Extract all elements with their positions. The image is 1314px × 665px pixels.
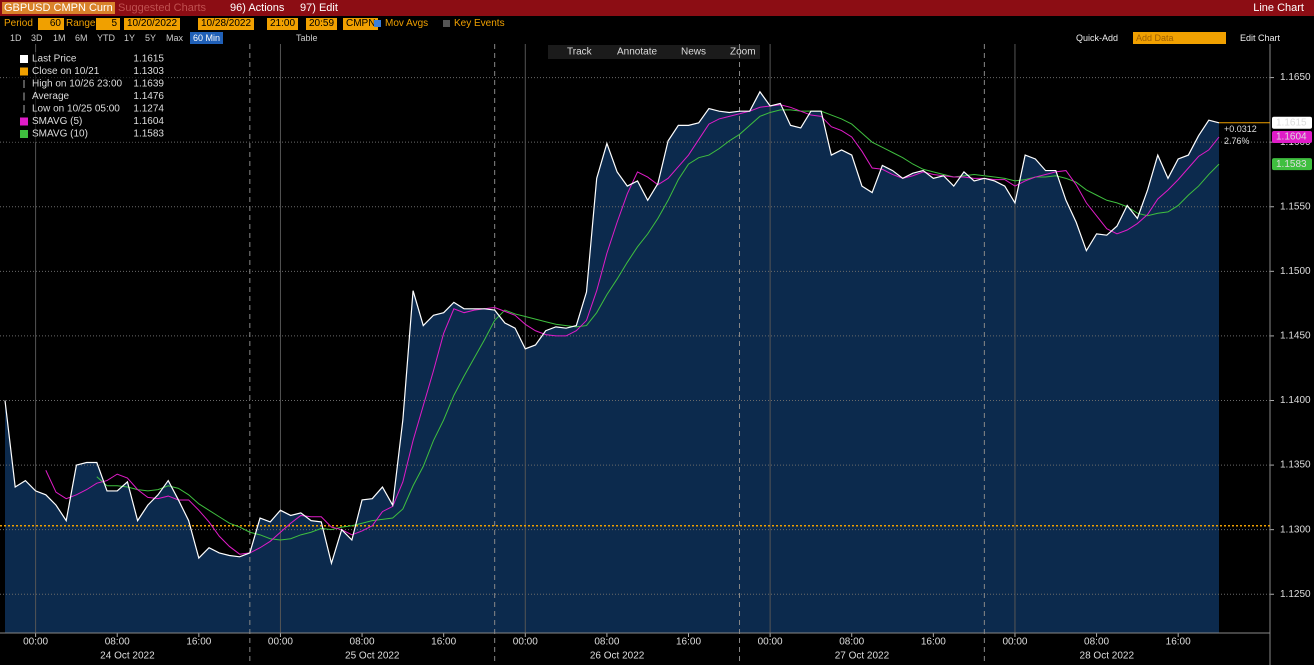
x-tick-label: 08:00 [350,637,375,648]
change-value: +0.0312 [1224,124,1257,134]
key-events[interactable]: Key Events [454,18,505,29]
interval-button[interactable]: 60 Min [190,32,224,44]
view-name: Line Chart [1253,2,1304,14]
range-button[interactable]: 1M [53,33,66,43]
legend-swatch [20,130,28,138]
legend-value: 1.1583 [133,129,164,140]
legend-value: 1.1615 [133,54,164,65]
legend-swatch [20,117,28,126]
settings-bar: Period 60 Range 5 10/20/2022 10/28/2022 … [0,16,1314,31]
add-data-field[interactable]: Add Data [1133,32,1226,44]
legend-value: 1.1274 [133,104,164,115]
y-tick-label: 1.1250 [1280,589,1311,600]
last-value-label: 1.1604 [1276,132,1307,143]
x-tick-label: 16:00 [1166,637,1191,648]
range-label: Range [66,18,96,29]
x-tick-label: 00:00 [1002,637,1027,648]
legend-bg [8,52,168,142]
y-tick-label: 1.1450 [1280,331,1311,342]
x-tick-label: 00:00 [513,637,538,648]
x-tick-label: 08:00 [839,637,864,648]
chart-toolbar [548,45,760,59]
x-tick-label: 16:00 [431,637,456,648]
range-button[interactable]: 3D [31,33,43,43]
source-field[interactable]: CMPN [343,18,379,30]
edit-chart[interactable]: Edit Chart [1240,33,1281,43]
suggested-charts[interactable]: Suggested Charts [118,2,207,14]
legend-value: 1.1476 [133,91,164,102]
last-value-box [1272,131,1312,143]
y-tick-label: 1.1350 [1280,460,1311,471]
start-time[interactable]: 21:00 [267,18,299,30]
x-tick-label: 08:00 [1084,637,1109,648]
price-area [5,91,1219,633]
chart-tool[interactable]: Track [567,47,593,58]
legend-name: Close on 10/21 [32,66,100,77]
legend-name: SMAVG (5) [32,116,82,127]
x-tick-label: 08:00 [105,637,130,648]
actions-menu[interactable]: 96) Actions [230,2,285,14]
edit-menu[interactable]: 97) Edit [300,2,338,14]
table-button[interactable]: Table [296,33,318,43]
last-value-label: 1.1615 [1276,117,1307,128]
range-button[interactable]: 5Y [145,33,157,43]
chart: Track Annotate News Zoom 1.1250 1.1300 1.1350 1… [0,44,1312,665]
y-tick-label: 1.1550 [1280,201,1311,212]
toolbar: 60 Min Table Quick-Add Add Data Edit Cha… [0,31,1314,44]
legend-name: SMAVG (10) [32,129,88,140]
legend-swatch [20,67,28,76]
title-bar: GBPUSD CMPN Curn Suggested Charts 96) Ac… [0,0,1314,16]
x-tick-label: 00:00 [268,637,293,648]
start-date[interactable]: 10/20/2022 [124,18,181,30]
quick-add[interactable]: Quick-Add [1076,33,1119,43]
legend-value: 1.1303 [133,66,164,77]
y-tick-label: 1.1500 [1280,266,1311,277]
change-pct: 2.76% [1224,136,1250,146]
period-label: Period [4,18,33,29]
date-label: 28 Oct 2022 [1080,651,1135,662]
last-value-label: 1.1583 [1276,159,1307,170]
legend-name: Average [32,91,70,102]
end-date[interactable]: 10/28/2022 [198,18,255,30]
x-tick-label: 00:00 [758,637,783,648]
range-button[interactable]: 1Y [124,33,136,43]
date-label: 24 Oct 2022 [100,651,155,662]
x-tick-label: 08:00 [594,637,619,648]
x-tick-label: 16:00 [921,637,946,648]
y-tick-label: 1.1400 [1280,395,1311,406]
legend-name: High on 10/26 23:00 [32,79,123,90]
legend-swatch [20,55,28,63]
range-button[interactable]: Max [166,33,184,43]
date-label: 26 Oct 2022 [590,651,645,662]
period-field[interactable]: 60 [38,18,64,30]
y-tick-label: 1.1650 [1280,72,1311,83]
checkbox[interactable] [443,20,450,27]
x-tick-label: 00:00 [23,637,48,648]
end-time[interactable]: 20:59 [306,18,338,30]
range-button[interactable]: 1D [10,33,22,43]
x-tick-label: 16:00 [186,637,211,648]
checkbox[interactable] [374,20,381,27]
series-line [4,90,1220,566]
legend-value: 1.1639 [133,79,164,90]
range-button[interactable]: 6M [75,33,88,43]
y-tick-label: 1.1300 [1280,524,1311,535]
security-field[interactable]: GBPUSD CMPN Curn [2,2,115,14]
chart-tool[interactable]: Zoom [730,47,756,58]
last-value-box [1272,116,1312,129]
mov-avgs[interactable]: Mov Avgs [385,18,429,29]
date-label: 27 Oct 2022 [835,651,890,662]
chart-tool[interactable]: News [681,47,706,58]
legend-name: Low on 10/25 05:00 [32,104,120,115]
legend-value: 1.1604 [133,116,164,127]
chart-tool[interactable]: Annotate [617,47,657,58]
last-value-box [1272,158,1312,171]
x-tick-label: 16:00 [676,637,701,648]
range-button[interactable]: YTD [97,33,115,43]
date-label: 25 Oct 2022 [345,651,400,662]
range-field[interactable]: 5 [96,18,120,30]
legend-name: Last Price [32,54,77,65]
